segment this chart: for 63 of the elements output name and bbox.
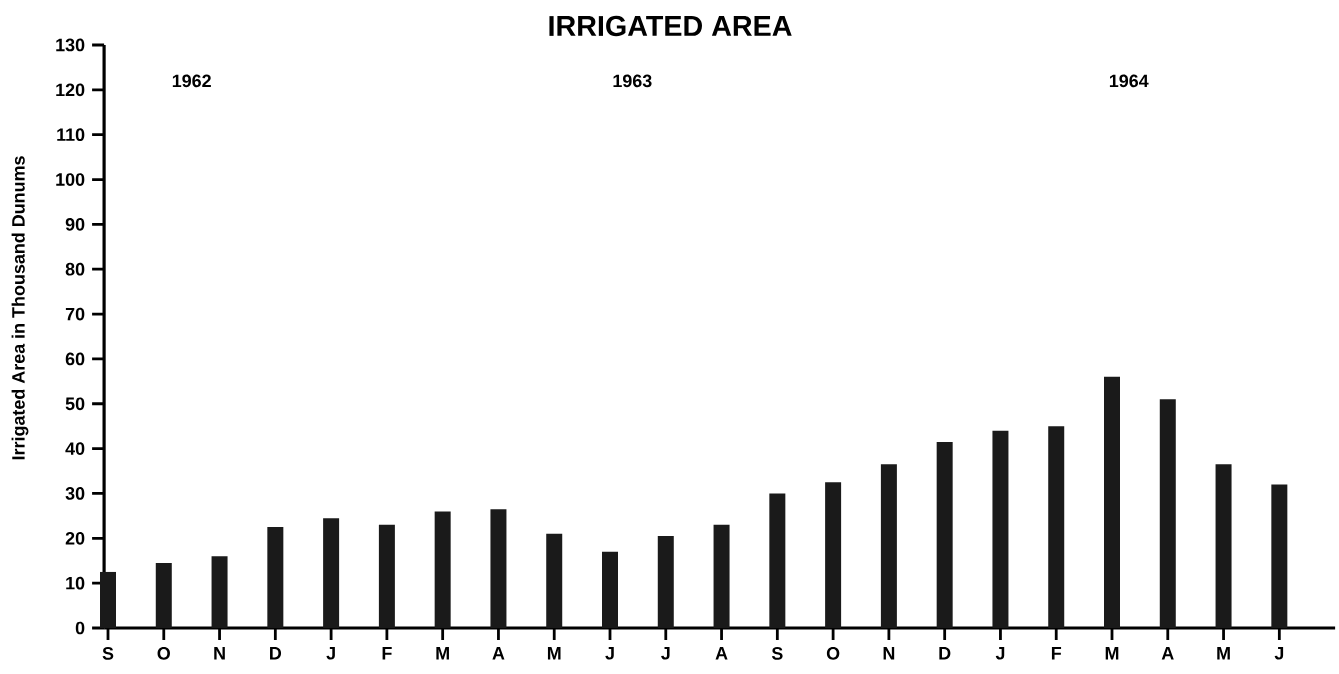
x-tick-label: F xyxy=(1051,647,1062,660)
y-tick-label: 110 xyxy=(57,128,85,142)
bar xyxy=(657,536,674,628)
y-tick-label: 10 xyxy=(66,576,85,590)
y-tick-label: 40 xyxy=(65,442,85,455)
x-tick-label: J xyxy=(1274,647,1284,660)
x-tick-label: O xyxy=(826,647,840,660)
bar xyxy=(769,493,786,628)
bar xyxy=(880,464,897,628)
x-tick-label: N xyxy=(214,647,225,660)
x-tick-label: N xyxy=(883,647,895,660)
x-tick-label: J xyxy=(661,647,670,660)
y-tick-label: 90 xyxy=(65,218,85,231)
bar xyxy=(434,511,451,628)
x-tick-label: A xyxy=(492,647,505,660)
x-tick-label: A xyxy=(1161,647,1174,660)
bar xyxy=(1104,376,1120,628)
bar xyxy=(323,518,340,628)
annotation: 1964 xyxy=(1109,74,1149,88)
bar xyxy=(936,441,953,628)
bar xyxy=(267,527,284,628)
y-tick-label: 130 xyxy=(56,38,85,52)
bar xyxy=(1048,426,1065,628)
y-tick-label: 20 xyxy=(65,531,85,545)
bar xyxy=(155,562,172,628)
bar xyxy=(211,556,228,628)
bar xyxy=(100,571,116,628)
bar xyxy=(490,509,507,628)
x-tick-label: M xyxy=(547,647,561,660)
x-tick-label: D xyxy=(939,647,951,660)
annotation: 1963 xyxy=(613,74,652,88)
bar xyxy=(602,551,618,628)
bar xyxy=(713,524,730,628)
y-axis-title: Irrigated Area in Thousand Dunums xyxy=(11,156,29,460)
x-tick-label: J xyxy=(326,647,335,660)
x-tick-label: M xyxy=(1217,647,1230,660)
bar xyxy=(825,482,842,628)
x-tick-label: A xyxy=(715,647,728,660)
y-tick-label: 30 xyxy=(65,487,85,500)
y-tick-label: 120 xyxy=(56,83,85,97)
annotation: 1962 xyxy=(172,74,211,88)
x-tick-label: J xyxy=(605,647,614,660)
y-tick-label: 50 xyxy=(65,397,85,411)
x-tick-label: S xyxy=(102,647,114,660)
y-tick-label: 80 xyxy=(65,262,85,276)
x-tick-label: M xyxy=(436,647,449,660)
bar xyxy=(378,524,395,628)
y-tick-label: 0 xyxy=(75,621,85,635)
x-tick-label: S xyxy=(771,647,783,660)
bar xyxy=(992,430,1009,628)
bar xyxy=(1215,464,1232,628)
y-tick-label: 60 xyxy=(65,352,85,366)
bar xyxy=(1159,399,1176,628)
y-tick-label: 70 xyxy=(65,307,85,321)
bar xyxy=(1271,484,1288,628)
x-tick-label: D xyxy=(270,647,282,660)
x-tick-label: F xyxy=(382,647,392,660)
x-tick-label: O xyxy=(157,647,170,660)
y-tick-label: 100 xyxy=(56,173,85,186)
x-tick-label: M xyxy=(1105,647,1119,660)
bar xyxy=(546,533,563,628)
chart-title: IRRIGATED AREA xyxy=(549,15,792,37)
x-tick-label: J xyxy=(995,647,1005,660)
